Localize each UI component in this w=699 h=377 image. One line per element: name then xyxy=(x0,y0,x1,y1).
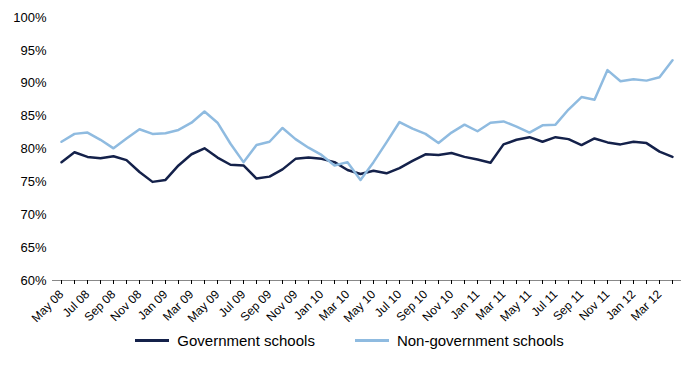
svg-text:Jan 10: Jan 10 xyxy=(291,287,327,323)
svg-text:60%: 60% xyxy=(20,273,46,288)
svg-text:85%: 85% xyxy=(20,108,46,123)
svg-text:80%: 80% xyxy=(20,141,46,156)
svg-text:Jan 11: Jan 11 xyxy=(447,287,483,322)
svg-text:100%: 100% xyxy=(13,10,47,25)
svg-text:90%: 90% xyxy=(20,75,46,90)
svg-text:Jul 10: Jul 10 xyxy=(371,287,405,320)
svg-text:Jan 12: Jan 12 xyxy=(603,287,639,323)
svg-text:May 09: May 09 xyxy=(185,287,223,325)
svg-text:95%: 95% xyxy=(20,43,46,58)
html-text:Government schools: Government schools xyxy=(177,332,315,349)
svg-text:May 10: May 10 xyxy=(341,287,379,325)
svg-text:May 08: May 08 xyxy=(29,287,67,325)
svg-text:Sep 08: Sep 08 xyxy=(81,287,119,325)
svg-text:May 11: May 11 xyxy=(497,287,534,324)
svg-text:Mar 10: Mar 10 xyxy=(316,287,353,324)
svg-text:Nov 11: Nov 11 xyxy=(576,287,613,324)
svg-text:Jan 09: Jan 09 xyxy=(135,287,171,323)
svg-text:Jul 09: Jul 09 xyxy=(215,287,249,320)
svg-text:Sep 11: Sep 11 xyxy=(550,287,587,324)
svg-text:Nov 10: Nov 10 xyxy=(420,287,457,324)
svg-text:65%: 65% xyxy=(20,240,46,255)
svg-text:Mar 09: Mar 09 xyxy=(160,287,197,324)
svg-text:Nov 09: Nov 09 xyxy=(264,287,301,324)
svg-text:75%: 75% xyxy=(20,174,46,189)
svg-text:Mar 11: Mar 11 xyxy=(472,287,509,323)
svg-text:Mar 12: Mar 12 xyxy=(628,287,665,324)
svg-text:Jul 11: Jul 11 xyxy=(528,287,561,320)
svg-text:Jul 08: Jul 08 xyxy=(59,287,93,320)
svg-text:Nov 08: Nov 08 xyxy=(108,287,145,324)
svg-text:70%: 70% xyxy=(20,207,46,222)
svg-text:Sep 09: Sep 09 xyxy=(237,287,275,325)
html-text:Non-government schools: Non-government schools xyxy=(396,332,564,349)
svg-text:Sep 10: Sep 10 xyxy=(393,287,431,325)
